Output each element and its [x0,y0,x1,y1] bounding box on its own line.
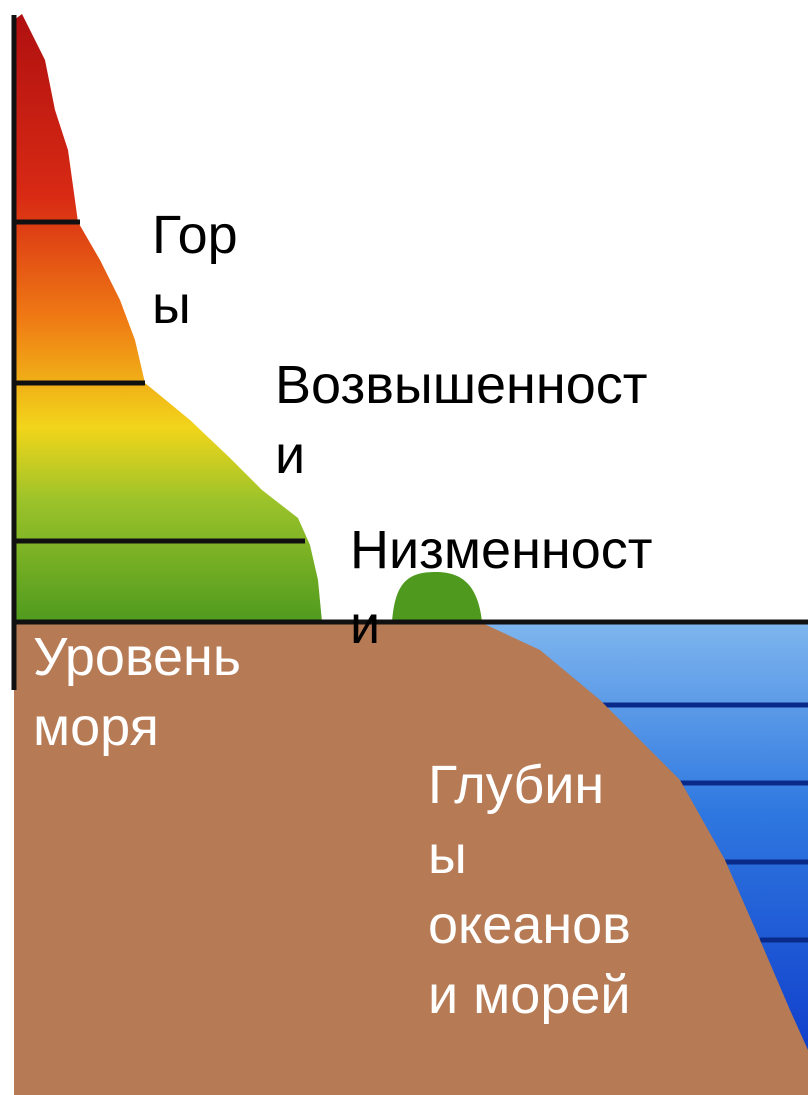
sea-level-label: Уровень [33,627,241,687]
mountains-label: ы [152,275,191,335]
lowlands-label: Низменност [350,520,652,580]
uplands-label: Возвышенност [275,355,647,415]
sea-level-label: моря [33,697,159,757]
ocean-depths-label: ы [428,825,467,885]
ocean-depths-label: Глубин [428,755,604,815]
mountains-label: Гор [152,205,238,265]
ocean-depths-label: океанов [428,895,631,955]
ocean-depths-label: и морей [428,965,631,1025]
uplands-label: и [275,425,305,485]
lowlands-label: и [350,595,380,655]
relief-diagram: Гор ы Возвышенност и Низменност и Уровень моря Г… [0,0,808,1095]
